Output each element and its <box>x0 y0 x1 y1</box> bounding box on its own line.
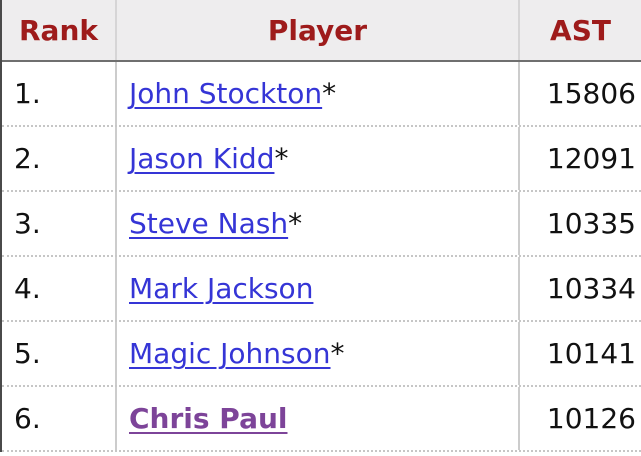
column-header-ast: AST <box>550 13 611 47</box>
ast-value-cell: 12091 <box>546 142 636 175</box>
rank-cell: 3. <box>2 192 117 255</box>
player-link[interactable]: Magic Johnson <box>129 337 331 370</box>
hof-asterisk: * <box>322 77 337 110</box>
rank-cell: 6. <box>2 387 117 450</box>
player-link[interactable]: Chris Paul <box>129 402 288 435</box>
player-cell: Magic Johnson * <box>117 322 520 385</box>
rank-cell: 1. <box>2 62 117 125</box>
hof-asterisk: * <box>288 207 303 240</box>
ast-value-cell: 10334 <box>546 272 636 305</box>
table-header-row: Rank Player AST <box>2 0 641 62</box>
hof-asterisk: * <box>330 337 345 370</box>
player-cell: Jason Kidd * <box>117 127 520 190</box>
table-row: 2. Jason Kidd * 12091 <box>2 127 641 192</box>
table-row: 3. Steve Nash * 10335 <box>2 192 641 257</box>
hof-asterisk: * <box>274 142 289 175</box>
table-row: 5. Magic Johnson * 10141 <box>2 322 641 387</box>
player-link[interactable]: Steve Nash <box>129 207 289 240</box>
player-cell: Chris Paul <box>117 387 520 450</box>
player-link[interactable]: Mark Jackson <box>129 272 314 305</box>
rank-cell: 2. <box>2 127 117 190</box>
player-link[interactable]: John Stockton <box>129 77 323 110</box>
rank-cell: 5. <box>2 322 117 385</box>
player-cell: Steve Nash * <box>117 192 520 255</box>
table-row: 1. John Stockton * 15806 <box>2 62 641 127</box>
column-header-player: Player <box>117 0 520 60</box>
ast-value-cell: 10141 <box>546 337 636 370</box>
table-row: 4. Mark Jackson 10334 <box>2 257 641 322</box>
table-row: 6. Chris Paul 10126 <box>2 387 641 452</box>
player-cell: Mark Jackson <box>117 257 520 320</box>
player-link[interactable]: Jason Kidd <box>129 142 275 175</box>
ast-value-cell: 15806 <box>546 77 636 110</box>
column-header-rank: Rank <box>2 0 117 60</box>
ast-value-cell: 10126 <box>546 402 636 435</box>
rank-cell: 4. <box>2 257 117 320</box>
ast-value-cell: 10335 <box>546 207 636 240</box>
player-cell: John Stockton * <box>117 62 520 125</box>
